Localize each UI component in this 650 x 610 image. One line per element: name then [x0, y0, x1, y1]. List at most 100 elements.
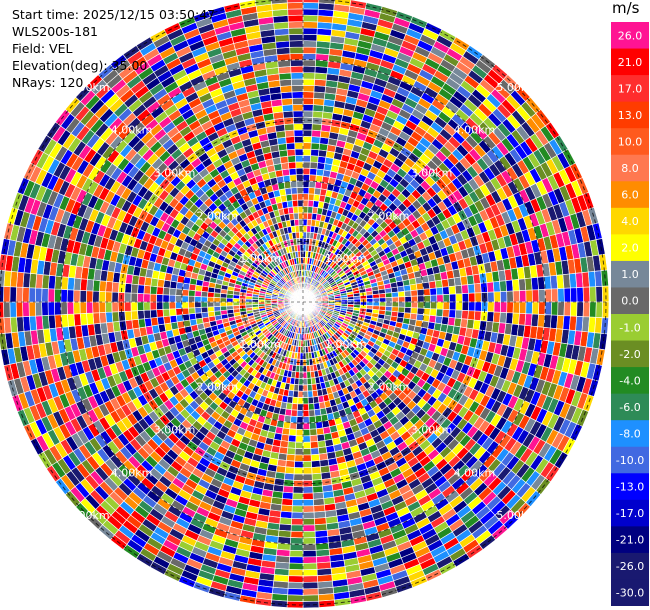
- velocity-cell: [518, 312, 527, 326]
- velocity-cell: [298, 371, 304, 379]
- velocity-cell: [372, 293, 380, 299]
- velocity-cell: [455, 293, 463, 303]
- velocity-cell: [105, 301, 113, 313]
- velocity-cell: [379, 301, 387, 307]
- velocity-cell: [449, 301, 457, 311]
- velocity-cell: [302, 206, 309, 214]
- velocity-cell: [306, 371, 312, 379]
- velocity-cell: [28, 301, 36, 317]
- velocity-cell: [302, 148, 312, 156]
- velocity-cell: [287, 575, 304, 583]
- velocity-cell: [293, 460, 304, 469]
- velocity-cell: [15, 286, 24, 303]
- velocity-cell: [404, 295, 412, 303]
- velocity-cell: [302, 155, 312, 163]
- velocity-cell: [130, 292, 138, 303]
- velocity-cell: [302, 161, 311, 169]
- velocity-cell: [285, 453, 296, 462]
- velocity-cell: [467, 310, 476, 321]
- velocity-cell: [486, 281, 495, 293]
- velocity-cell: [15, 301, 24, 318]
- velocity-cell: [312, 396, 320, 404]
- velocity-cell: [296, 409, 304, 418]
- velocity-cell: [162, 294, 170, 303]
- velocity-cell: [302, 142, 312, 150]
- velocity-cell: [309, 167, 318, 176]
- velocity-cell: [302, 78, 316, 86]
- velocity-cell: [98, 301, 106, 314]
- velocity-cell: [286, 594, 304, 602]
- velocity-cell: [416, 288, 425, 297]
- velocity-cell: [525, 289, 533, 303]
- velocity-cell: [219, 297, 227, 303]
- velocity-cell: [130, 283, 139, 294]
- velocity-cell: [194, 290, 202, 298]
- velocity-cell: [589, 286, 597, 303]
- velocity-cell: [550, 301, 559, 316]
- velocity-cell: [136, 292, 145, 303]
- velocity-cell: [28, 287, 36, 303]
- velocity-cell: [302, 505, 315, 513]
- velocity-cell: [297, 384, 304, 392]
- velocity-cell: [302, 97, 315, 105]
- velocity-cell: [423, 294, 431, 303]
- velocity-cell: [143, 284, 152, 295]
- velocity-cell: [182, 313, 191, 322]
- velocity-cell: [302, 537, 317, 545]
- velocity-cell: [576, 286, 584, 303]
- velocity-cell: [86, 278, 95, 292]
- velocity-cell: [423, 301, 431, 310]
- velocity-cell: [188, 307, 196, 315]
- velocity-cell: [290, 409, 298, 417]
- velocity-cell: [557, 301, 565, 317]
- velocity-cell: [98, 290, 106, 303]
- velocity-cell: [391, 291, 399, 298]
- velocity-cell: [47, 301, 56, 316]
- velocity-cell: [404, 290, 412, 298]
- velocity-cell: [589, 301, 597, 318]
- velocity-cell: [124, 301, 132, 312]
- velocity-cell: [309, 441, 319, 449]
- velocity-cell: [302, 397, 309, 405]
- velocity-cell: [429, 294, 438, 303]
- velocity-cell: [60, 301, 68, 316]
- velocity-cell: [454, 284, 463, 295]
- velocity-cell: [461, 292, 470, 303]
- velocity-cell: [175, 307, 183, 316]
- velocity-cell: [168, 287, 177, 296]
- velocity-cell: [289, 537, 304, 545]
- velocity-cell: [302, 174, 311, 182]
- velocity-cell: [302, 91, 315, 99]
- velocity-cell: [315, 427, 325, 436]
- velocity-cell: [289, 549, 304, 558]
- velocity-cell: [347, 298, 355, 303]
- velocity-cell: [302, 40, 318, 48]
- velocity-cell: [312, 110, 324, 119]
- velocity-cell: [290, 518, 304, 526]
- velocity-cell: [333, 0, 352, 7]
- velocity-cell: [291, 403, 299, 411]
- velocity-cell: [423, 307, 431, 316]
- velocity-cell: [295, 428, 304, 437]
- velocity-cell: [22, 286, 30, 303]
- velocity-cell: [307, 396, 315, 405]
- velocity-cell: [429, 287, 438, 296]
- velocity-cell: [181, 307, 190, 316]
- velocity-cell: [582, 286, 591, 303]
- velocity-cell: [85, 290, 94, 303]
- velocity-cell: [519, 301, 527, 315]
- velocity-cell: [302, 371, 308, 379]
- velocity-cell: [162, 308, 171, 318]
- velocity-cell: [397, 285, 405, 293]
- velocity-cell: [169, 280, 178, 290]
- velocity-cell: [302, 378, 308, 386]
- velocity-cell: [175, 288, 183, 297]
- velocity-cell: [98, 280, 107, 293]
- velocity-cell: [168, 301, 177, 310]
- velocity-cell: [474, 301, 482, 312]
- velocity-cell: [302, 27, 318, 35]
- velocity-cell: [302, 448, 312, 456]
- velocity-cell: [310, 148, 320, 157]
- velocity-cell: [201, 311, 209, 319]
- velocity-cell: [124, 282, 133, 294]
